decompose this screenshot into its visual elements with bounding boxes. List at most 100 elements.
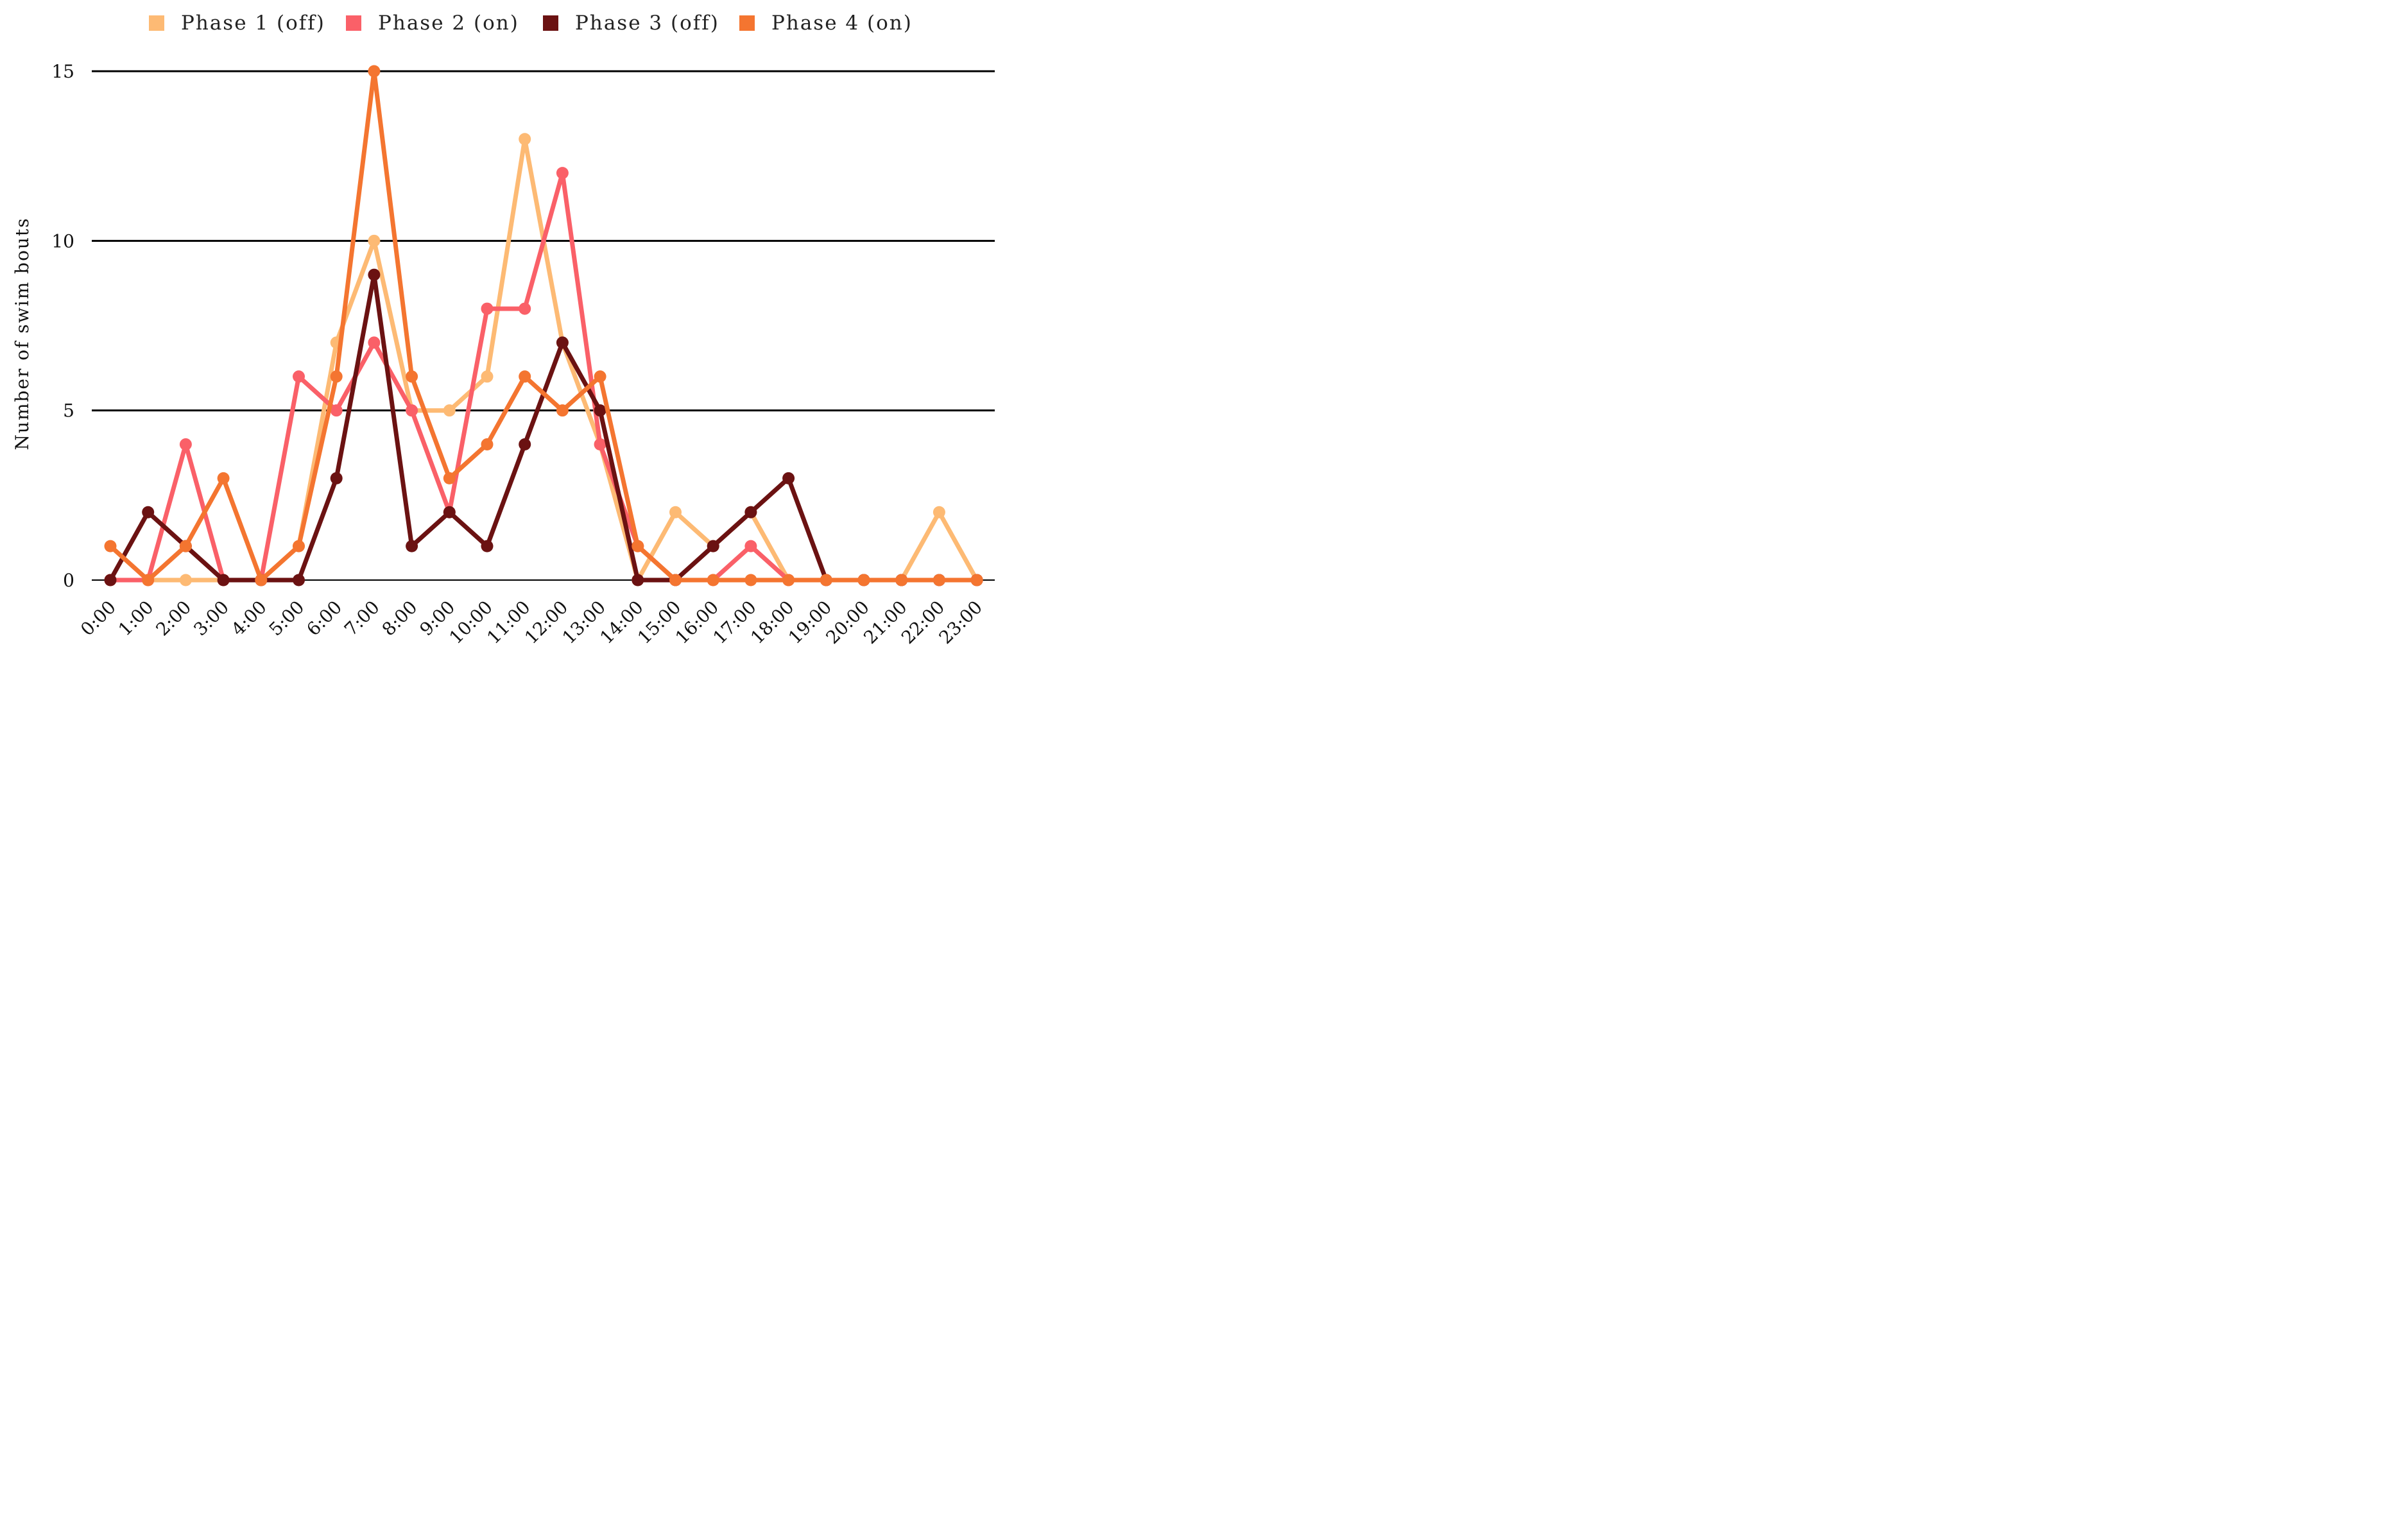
data-point	[368, 234, 381, 247]
x-tick-label: 20:00	[822, 597, 873, 648]
data-point	[481, 438, 494, 451]
data-point	[481, 302, 494, 315]
gridlines	[92, 70, 995, 581]
data-point	[820, 574, 832, 586]
data-point	[519, 370, 531, 383]
data-point	[142, 506, 155, 518]
legend-swatch-phase-2	[346, 15, 361, 31]
data-point	[933, 506, 945, 518]
data-point	[782, 472, 795, 484]
x-tick-label: 16:00	[671, 597, 723, 648]
legend-swatch-phase-3	[543, 15, 558, 31]
y-axis-ticks: 0 5 10 15	[51, 61, 74, 591]
legend-swatch-phase-4	[739, 15, 755, 31]
data-point	[293, 540, 305, 552]
data-point	[443, 404, 456, 417]
x-tick-label: 18:00	[746, 597, 798, 648]
legend-item-phase-2: Phase 2 (on)	[346, 12, 519, 35]
data-point	[556, 336, 569, 349]
x-tick-label: 13:00	[558, 597, 610, 648]
data-point	[707, 574, 719, 586]
data-point	[481, 540, 494, 552]
y-tick-label: 10	[51, 230, 74, 252]
legend-item-phase-4: Phase 4 (on)	[739, 12, 913, 35]
data-point	[293, 574, 305, 586]
legend-item-phase-1: Phase 1 (off)	[149, 12, 325, 35]
data-point	[104, 574, 117, 586]
x-tick-label: 14:00	[596, 597, 647, 648]
x-tick-label: 10:00	[445, 597, 497, 648]
x-tick-label: 23:00	[935, 597, 986, 648]
data-point	[669, 574, 682, 586]
data-point	[782, 574, 795, 586]
data-point	[556, 404, 569, 417]
legend-item-phase-3: Phase 3 (off)	[543, 12, 719, 35]
data-point	[368, 65, 381, 78]
legend-label-phase-2: Phase 2 (on)	[378, 12, 519, 35]
data-point	[330, 472, 343, 484]
data-point	[481, 370, 494, 383]
data-point	[632, 540, 644, 552]
data-point	[330, 370, 343, 383]
data-point	[293, 370, 305, 383]
x-tick-label: 0:00	[76, 597, 120, 640]
data-point	[744, 574, 757, 586]
data-point	[744, 540, 757, 552]
data-point	[970, 574, 983, 586]
legend-swatch-phase-1	[149, 15, 164, 31]
x-tick-label: 6:00	[302, 597, 346, 640]
data-point	[632, 574, 644, 586]
data-point	[217, 574, 230, 586]
x-tick-label: 22:00	[897, 597, 949, 648]
x-tick-label: 4:00	[227, 597, 271, 640]
x-tick-label: 5:00	[265, 597, 309, 640]
series-line-4	[108, 69, 979, 583]
x-tick-label: 2:00	[152, 597, 196, 640]
y-axis-label: Number of swim bouts	[12, 217, 33, 450]
data-point	[179, 540, 192, 552]
data-point	[519, 133, 531, 146]
x-tick-label: 1:00	[114, 597, 158, 640]
data-point	[669, 506, 682, 518]
data-point	[406, 540, 418, 552]
data-point	[255, 574, 268, 586]
data-point	[104, 540, 117, 552]
data-point	[368, 268, 381, 281]
x-tick-label: 11:00	[483, 597, 534, 648]
data-point	[744, 506, 757, 518]
x-tick-label: 3:00	[189, 597, 233, 640]
series-3	[104, 268, 983, 586]
data-point	[406, 370, 418, 383]
data-point	[857, 574, 870, 586]
data-point	[179, 574, 192, 586]
series-line-1	[108, 137, 979, 583]
data-point	[443, 506, 456, 518]
x-tick-label: 7:00	[340, 597, 384, 640]
data-point	[142, 574, 155, 586]
x-tick-label: 15:00	[633, 597, 685, 648]
data-point	[519, 438, 531, 451]
data-point	[406, 404, 418, 417]
data-point	[368, 336, 381, 349]
line-chart: 0 5 10 15 0:001:002:003:004:005:006:007:008…	[12, 61, 995, 648]
legend: Phase 1 (off) Phase 2 (on) Phase 3 (off)…	[0, 12, 1006, 42]
x-tick-label: 17:00	[709, 597, 760, 648]
data-point	[217, 472, 230, 484]
legend-label-phase-4: Phase 4 (on)	[771, 12, 913, 35]
x-tick-label: 21:00	[859, 597, 911, 648]
y-tick-label: 0	[63, 570, 74, 591]
series-4	[104, 65, 983, 586]
data-point	[594, 370, 606, 383]
data-point	[519, 302, 531, 315]
data-point	[707, 540, 719, 552]
data-point	[443, 472, 456, 484]
legend-label-phase-1: Phase 1 (off)	[181, 12, 325, 35]
series-lines	[104, 65, 983, 586]
data-point	[594, 438, 606, 451]
x-tick-label: 12:00	[520, 597, 572, 648]
x-tick-label: 19:00	[784, 597, 836, 648]
x-tick-label: 8:00	[378, 597, 422, 640]
data-point	[179, 438, 192, 451]
data-point	[330, 404, 343, 417]
y-tick-label: 15	[51, 61, 74, 82]
